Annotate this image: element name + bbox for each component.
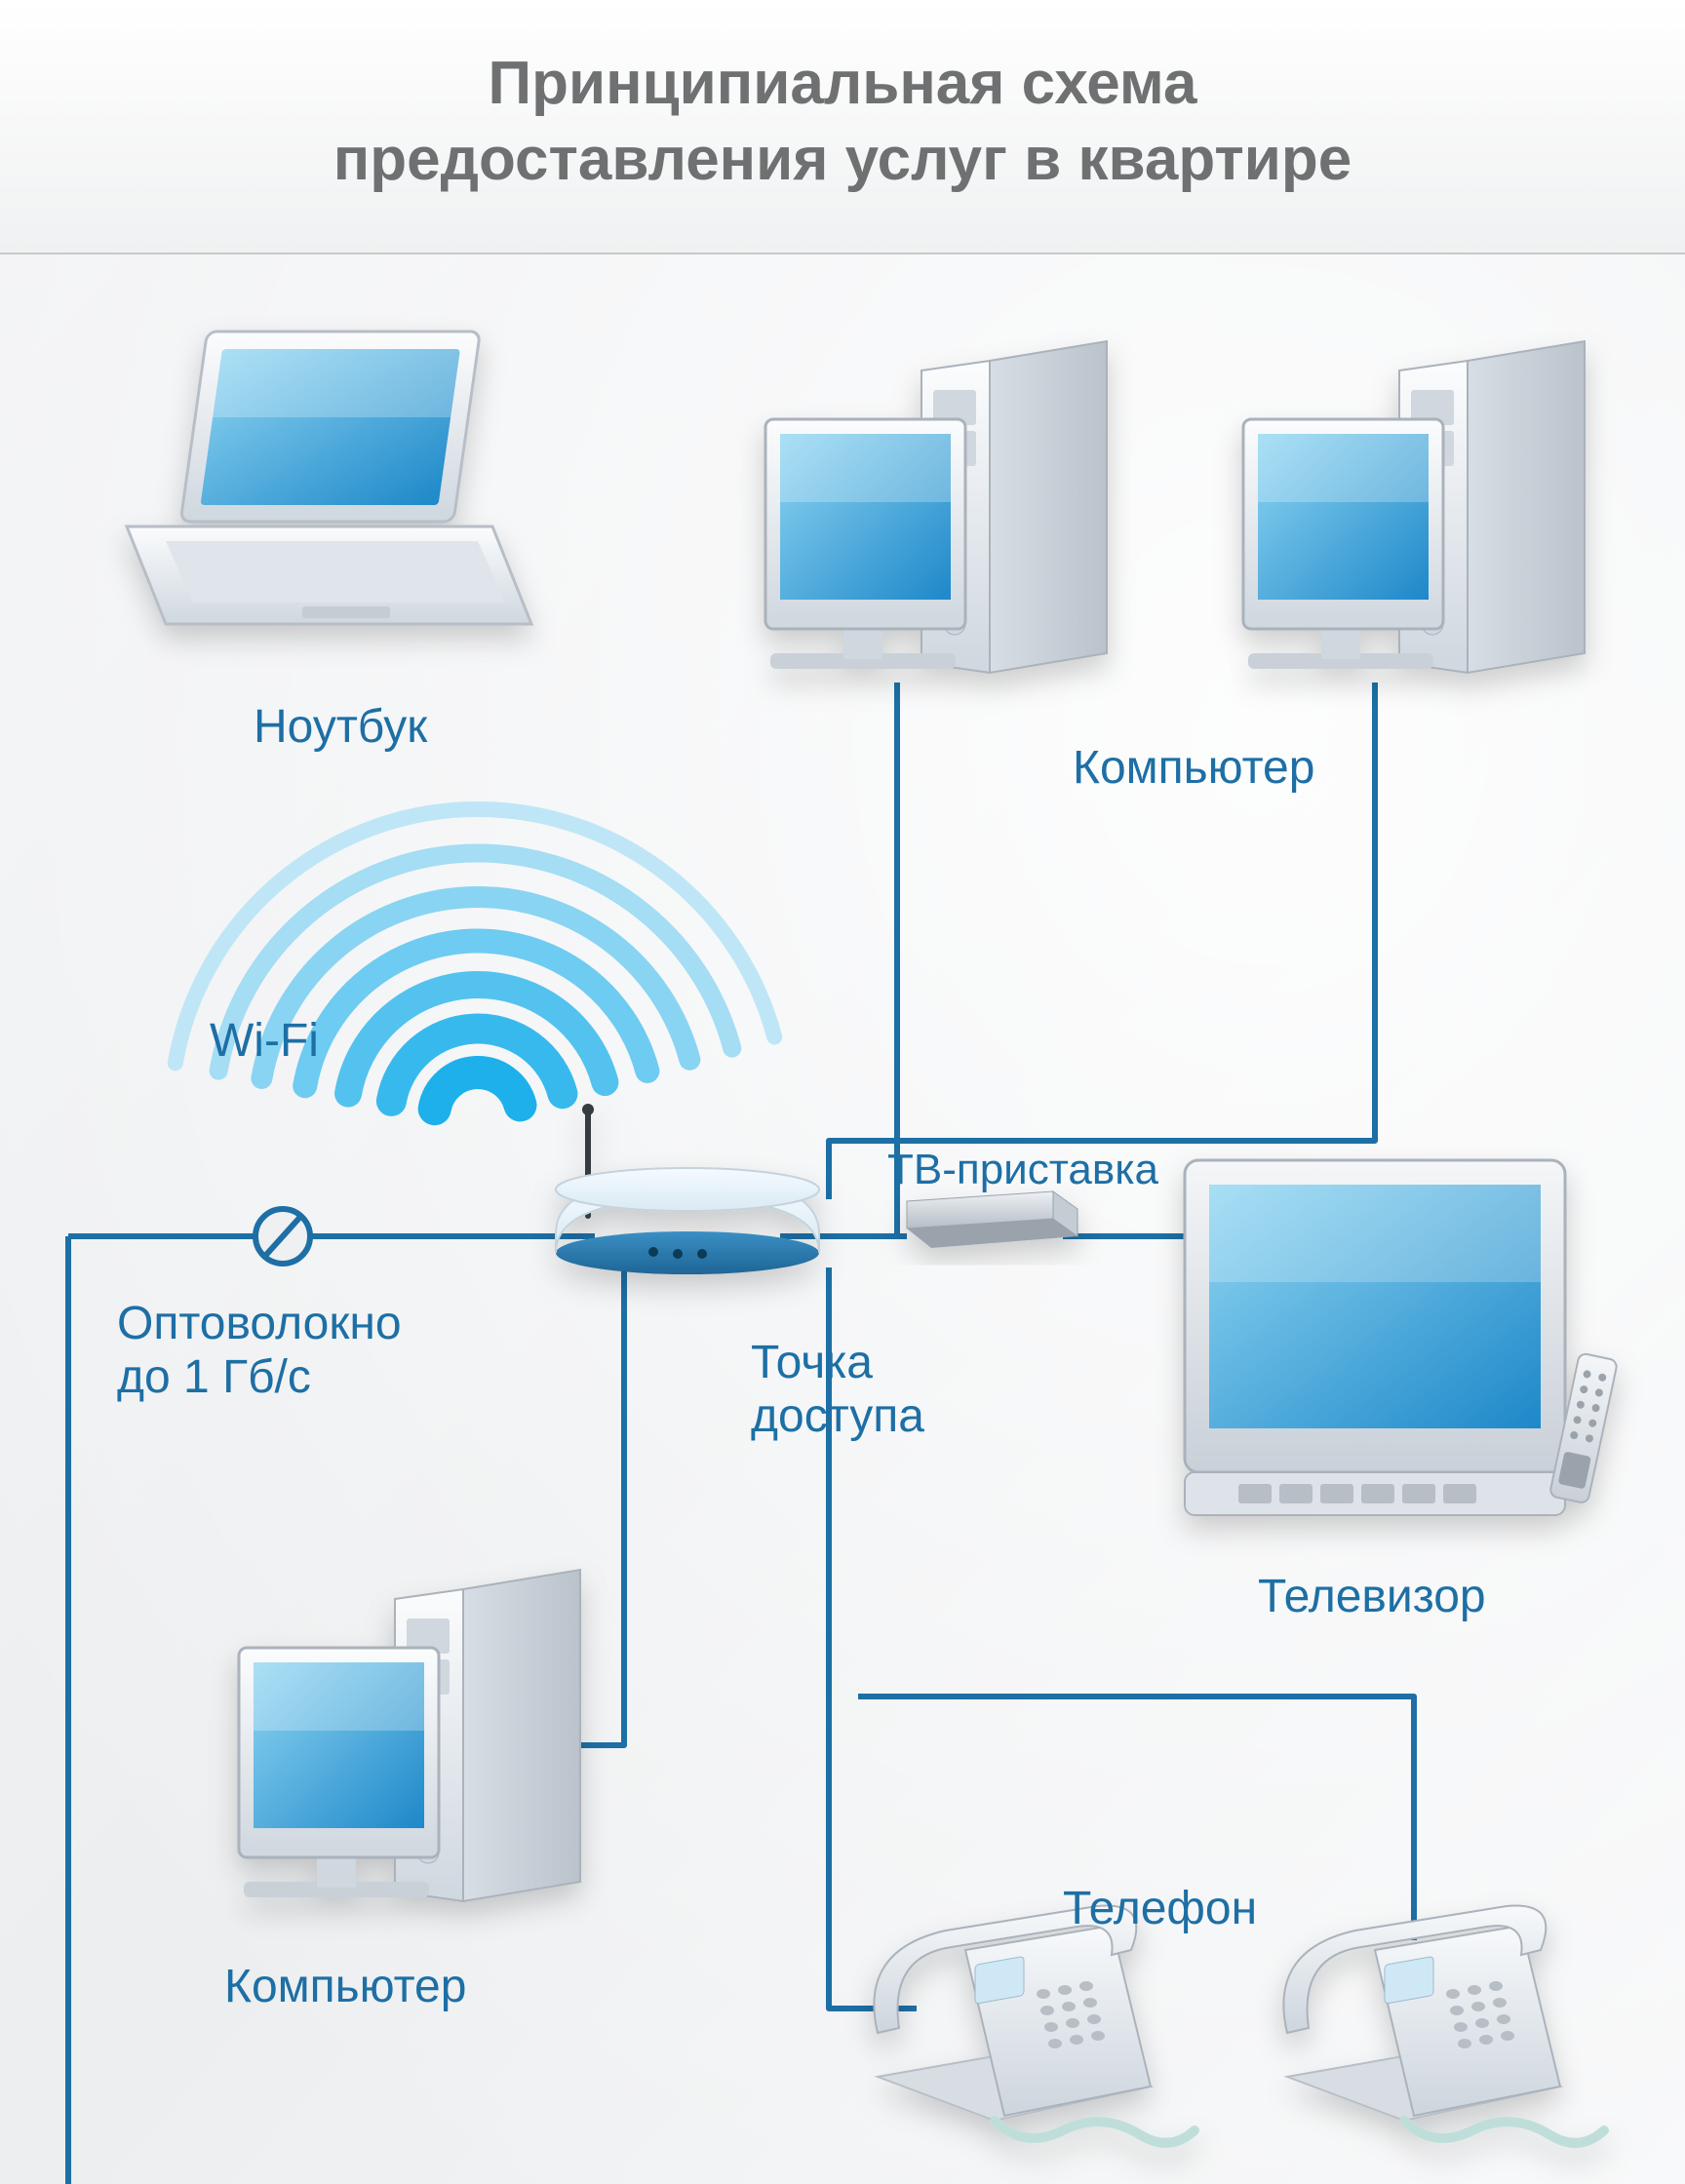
phone-2-icon [1283, 1906, 1604, 2143]
diagram-stage: Принципиальная схема предоставления услу… [0, 0, 1685, 2184]
laptop-icon [127, 332, 531, 624]
label-wifi: Wi-Fi [210, 1014, 319, 1068]
phone-1-icon [874, 1906, 1195, 2143]
label-computer-top: Компьютер [1073, 741, 1314, 795]
label-computer-bottom: Компьютер [224, 1960, 466, 2013]
tv-icon [1185, 1160, 1618, 1515]
label-laptop: Ноутбук [254, 700, 427, 754]
devices-layer [0, 0, 1685, 2184]
desktop-top-1-icon [765, 341, 1107, 673]
settop-box-icon [907, 1191, 1078, 1248]
desktop-bottom-icon [239, 1570, 580, 1901]
router-icon [556, 1104, 819, 1274]
desktop-top-2-icon [1243, 341, 1585, 673]
label-stb: ТВ-приставка [887, 1146, 1158, 1194]
label-phone: Телефон [1063, 1882, 1257, 1935]
label-tv: Телевизор [1258, 1570, 1486, 1623]
label-fiber: Оптоволокно до 1 Гб/с [117, 1297, 402, 1404]
label-access-point: Точка доступа [751, 1336, 924, 1443]
